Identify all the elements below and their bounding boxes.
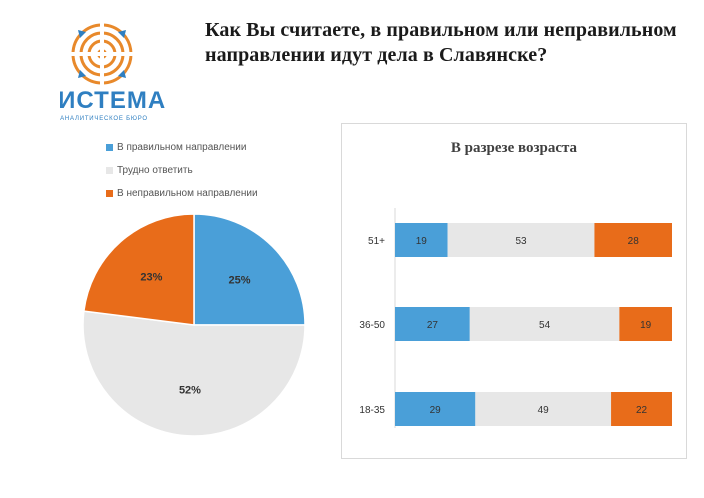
category-label: 36-50 [359, 320, 385, 331]
bar-value-label: 28 [628, 236, 640, 247]
bar-segment-right [395, 307, 470, 341]
pie-slice-right [193, 213, 306, 326]
stacked-bar-chart: 51+ 19 53 28 36-50 27 54 19 18-35 29 49 22 [359, 208, 672, 428]
pie-label-right: 25% [229, 274, 251, 286]
legend-swatch-unsure [106, 167, 113, 174]
bar-segment-wrong [619, 307, 672, 341]
logo-emblem: СИСТЕМА АНАЛИТИЧЕСКОЕ БЮРО [40, 20, 166, 122]
bar-segment-right [395, 223, 448, 257]
bar-value-label: 54 [539, 320, 551, 331]
bar-value-label: 19 [416, 236, 428, 247]
category-label: 18-35 [359, 405, 385, 416]
legend-label-right: В правильном направлении [117, 142, 247, 153]
bar-value-label: 27 [427, 320, 439, 331]
pie-label-unsure: 52% [179, 384, 201, 396]
bar-segment-wrong [611, 392, 672, 426]
bar-chart-title: В разрезе возраста [450, 140, 578, 156]
pie-legend: В правильном направлении Трудно ответить… [106, 136, 258, 205]
legend-label-wrong: В неправильном направлении [117, 188, 258, 199]
legend-swatch-wrong [106, 190, 113, 197]
legend-swatch-right [106, 144, 113, 151]
pie-chart: 25% 52% 23% [82, 213, 306, 437]
bar-segment-right [395, 392, 476, 426]
pie-slice-wrong [83, 213, 195, 326]
legend-label-unsure: Трудно ответить [117, 165, 193, 176]
bar-segment-wrong [594, 223, 672, 257]
bar-value-label: 53 [515, 236, 527, 247]
logo: СИСТЕМА АНАЛИТИЧЕСКОЕ БЮРО [40, 20, 170, 125]
pie-label-wrong: 23% [140, 272, 162, 284]
pie-slice-unsure [82, 310, 306, 437]
bar-segment-unsure [469, 307, 620, 341]
logo-subtitle: АНАЛИТИЧЕСКОЕ БЮРО [60, 116, 148, 122]
legend-item-wrong: В неправильном направлении [106, 182, 258, 205]
category-label: 51+ [368, 236, 385, 247]
bar-segment-unsure [475, 392, 612, 426]
page-title: Как Вы считаете, в правильном или неправ… [205, 19, 677, 66]
legend-item-right: В правильном направлении [106, 136, 258, 159]
age-breakdown-panel: В разрезе возраста 51+ 19 53 28 36-50 27 54 19 1… [341, 123, 687, 459]
logo-name: СИСТЕМА [60, 87, 166, 114]
bar-value-label: 29 [430, 405, 442, 416]
bar-segment-unsure [447, 223, 595, 257]
bar-value-label: 49 [538, 405, 550, 416]
legend-item-unsure: Трудно ответить [106, 159, 258, 182]
bar-value-label: 19 [640, 320, 652, 331]
bar-value-label: 22 [636, 405, 648, 416]
